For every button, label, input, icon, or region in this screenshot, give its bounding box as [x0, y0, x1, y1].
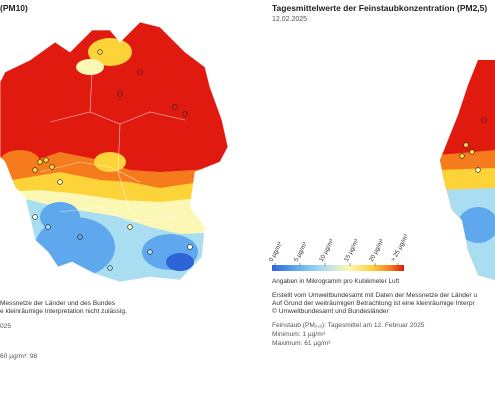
left-note-line: Messnetze der Länder und des Bundes [0, 300, 116, 307]
scale-label: 5 µg/m³ [292, 241, 309, 263]
right-note-line: Erstellt vom Umweltbundesamt mit Daten d… [272, 292, 478, 299]
color-scale-labels: 0 µg/m³ 5 µg/m³ 10 µg/m³ 15 µg/m³ 20 µg/… [268, 230, 411, 264]
left-note-line: e kleinräumige Interpretation nicht zulä… [0, 308, 127, 316]
right-note-line: © Umweltbundesamt und Bundesländer [272, 308, 389, 316]
scale-unit-note: Angaben in Mikrogramm pro Kubikmeter Luf… [272, 278, 400, 285]
scale-label: 10 µg/m³ [317, 238, 336, 263]
left-map-title: (PM10) [0, 3, 28, 13]
right-stats: Feinstaub (PM₂,₅): Tagesmittel am 12. Fe… [272, 321, 424, 348]
right-notes: Erstellt vom Umweltbundesamt mit Daten d… [272, 292, 477, 317]
scale-label: 20 µg/m³ [367, 238, 386, 263]
stats-minimum: Minimum: 1 µg/m³ [272, 331, 325, 338]
scale-label: > 25 µg/m³ [389, 233, 411, 263]
left-pm10-map [0, 21, 229, 283]
right-pm25-map-edge [440, 60, 495, 280]
right-map-date: 12.02.2025 [272, 16, 308, 23]
left-notes: Messnetze der Länder und des Bundes e kl… [0, 300, 127, 316]
left-max-fragment: 60 µg/m³: 98 [0, 353, 38, 360]
stats-title: Feinstaub (PM₂,₅): Tagesmittel am 12. Fe… [272, 322, 425, 329]
right-map-title: Tagesmittelwerte der Feinstaubkonzentrat… [272, 3, 488, 13]
stats-maximum: Maximum: 61 µg/m³ [272, 340, 331, 347]
scale-label: 0 µg/m³ [267, 241, 284, 263]
color-scale-bar [272, 263, 404, 271]
right-note-line: Auf Grund der weiträumigen Betrachtung i… [272, 300, 475, 308]
scale-label: 15 µg/m³ [342, 238, 361, 263]
left-date-fragment: 025 [0, 323, 12, 330]
